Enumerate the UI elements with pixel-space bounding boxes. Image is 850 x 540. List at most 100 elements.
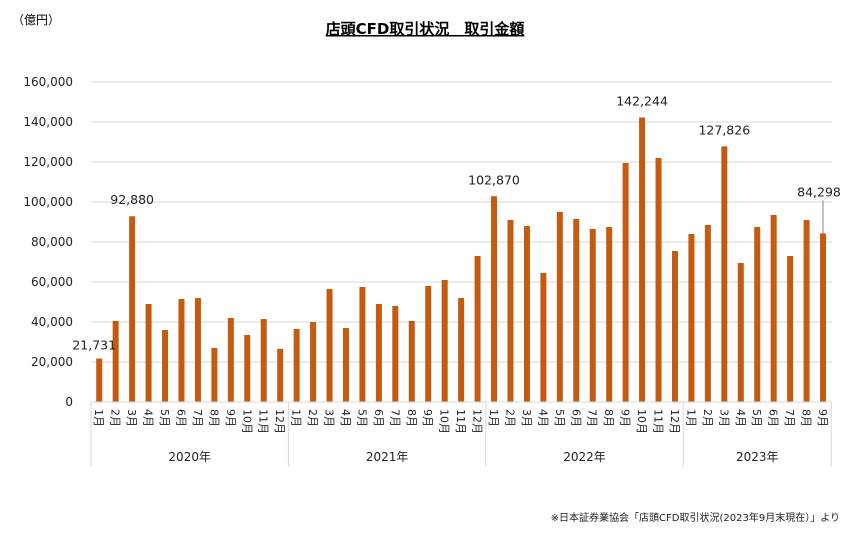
x-tick-label: 8月 [602, 409, 615, 427]
bar [375, 304, 382, 402]
y-tick-label: 40,000 [31, 315, 73, 329]
x-tick-label: 11月 [652, 409, 665, 434]
x-axis: 1月 2月 3月 4月 5月 6月 7月 8月 9月 10月 11月 12月 1月 2月 3月 4月 5月 6月 7… [90, 401, 832, 467]
bar [589, 229, 596, 402]
y-tick-label: 160,000 [23, 75, 73, 89]
bar [737, 263, 744, 402]
data-label: 92,880 [110, 192, 154, 207]
bar [671, 251, 678, 402]
y-tick-label: 100,000 [23, 195, 73, 209]
x-tick-label: 7月 [388, 409, 401, 427]
bar [441, 280, 448, 402]
x-tick-label: 2月 [701, 409, 714, 427]
x-tick-label: 9月 [816, 409, 829, 427]
x-tick-label: 1月 [92, 409, 105, 427]
bar [622, 163, 629, 402]
x-tick-label: 7月 [783, 409, 796, 427]
x-tick-label: 1月 [290, 409, 303, 427]
year-label: 2020年 [168, 450, 211, 464]
data-label: 142,244 [616, 94, 668, 109]
x-tick-label: 8月 [405, 409, 418, 427]
bar [474, 256, 481, 402]
x-tick-label: 3月 [323, 409, 336, 427]
x-tick-label: 10月 [635, 409, 648, 434]
bar [293, 329, 300, 402]
bar [96, 358, 103, 402]
x-tick-label: 4月 [339, 409, 352, 427]
data-label: 21,731 [72, 338, 116, 353]
x-tick-label: 10月 [240, 409, 253, 434]
bar [491, 196, 498, 402]
x-tick-label: 12月 [273, 409, 286, 434]
data-label: 84,298 [797, 184, 841, 199]
x-tick-label: 10月 [438, 409, 451, 434]
x-tick-label: 6月 [174, 409, 187, 427]
bar [178, 299, 185, 402]
bar [211, 348, 218, 402]
x-tick-label: 6月 [767, 409, 780, 427]
y-tick-label: 20,000 [31, 355, 73, 369]
bar [310, 322, 317, 402]
x-tick-label: 4月 [536, 409, 549, 427]
x-tick-label: 2月 [503, 409, 516, 427]
data-labels: 21,731 92,880 102,870 142,244 127,826 84,298 [72, 94, 841, 353]
x-tick-label: 11月 [257, 409, 270, 434]
y-axis-ticks: 0 20,000 40,000 60,000 80,000 100,000 120,000 1… [23, 75, 73, 409]
bar [227, 318, 234, 402]
bar [277, 349, 284, 402]
x-tick-label: 5月 [750, 409, 763, 427]
bar [573, 219, 580, 402]
year-label: 2022年 [563, 450, 606, 464]
bar [129, 216, 136, 402]
bar [392, 306, 399, 402]
bar [408, 321, 415, 402]
x-tick-label: 9月 [224, 409, 237, 427]
data-label: 102,870 [468, 172, 520, 187]
gridlines [91, 81, 832, 363]
y-unit-label: （億円） [12, 13, 60, 27]
y-tick-label: 80,000 [31, 235, 73, 249]
bar [194, 298, 201, 402]
x-tick-label: 1月 [487, 409, 500, 427]
chart-title: 店頭CFD取引状況 取引金額 [326, 20, 525, 38]
x-tick-label: 9月 [421, 409, 434, 427]
bar [326, 289, 333, 402]
x-tick-label: 6月 [372, 409, 385, 427]
x-tick-label: 3月 [125, 409, 138, 427]
x-tick-label: 8月 [800, 409, 813, 427]
y-tick-label: 140,000 [23, 115, 73, 129]
bar [260, 319, 267, 402]
x-tick-label: 11月 [454, 409, 467, 434]
bar [162, 330, 169, 402]
bar [770, 215, 777, 402]
x-tick-label: 5月 [553, 409, 566, 427]
bar [458, 298, 465, 402]
x-tick-label: 2月 [109, 409, 122, 427]
x-tick-label: 6月 [569, 409, 582, 427]
bar [704, 225, 711, 402]
year-label: 2023年 [736, 450, 779, 464]
x-tick-label: 1月 [684, 409, 697, 427]
bar [342, 328, 349, 402]
x-tick-label: 12月 [471, 409, 484, 434]
bar [540, 273, 547, 402]
y-tick-label: 60,000 [31, 275, 73, 289]
x-tick-label: 12月 [668, 409, 681, 434]
bar [425, 286, 432, 402]
bar [556, 212, 563, 402]
bar [606, 227, 613, 402]
bar [820, 233, 827, 402]
bar [655, 158, 662, 402]
bar [507, 220, 514, 402]
y-tick-label: 0 [65, 395, 73, 409]
x-tick-label: 3月 [520, 409, 533, 427]
bar [359, 287, 366, 402]
bar [639, 117, 646, 403]
x-tick-label: 7月 [191, 409, 204, 427]
bar [112, 321, 119, 402]
bar [523, 226, 530, 402]
bar [721, 146, 728, 402]
x-tick-label: 5月 [355, 409, 368, 427]
source-note: ※日本証券業協会「店頭CFD取引状況(2023年9月末現在）」より [551, 511, 840, 524]
x-tick-label: 5月 [158, 409, 171, 427]
